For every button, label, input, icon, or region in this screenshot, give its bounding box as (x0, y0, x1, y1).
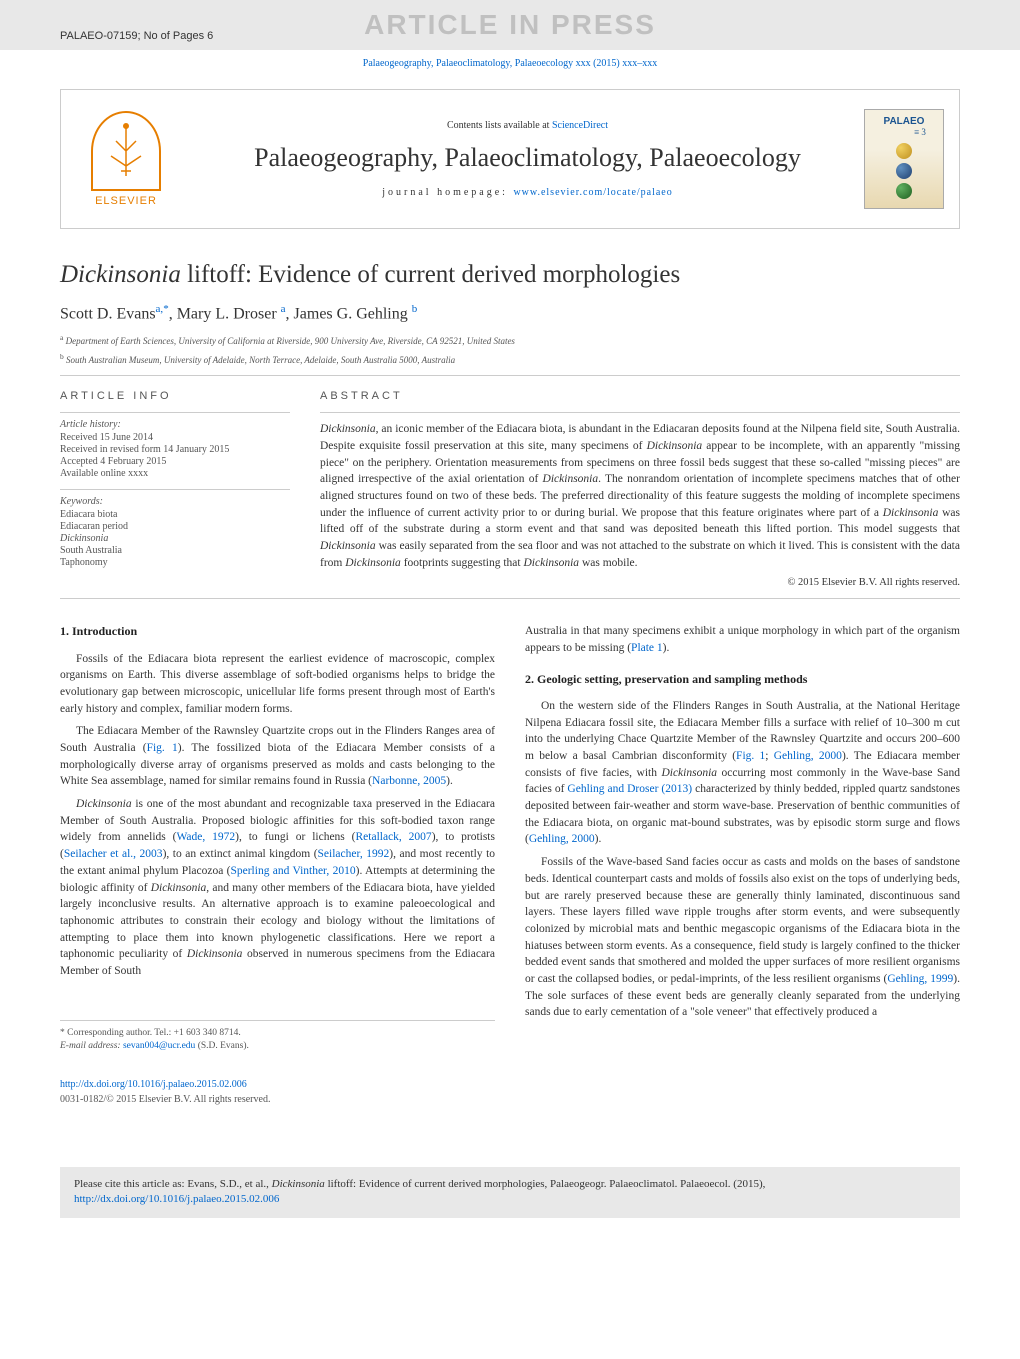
keyword: Dickinsonia (60, 533, 290, 544)
divider (60, 598, 960, 599)
keyword: South Australia (60, 545, 290, 556)
elsevier-tree-icon (91, 111, 161, 191)
abstract-header: abstract (320, 390, 960, 402)
email-link[interactable]: sevan004@ucr.edu (123, 1041, 195, 1051)
ref-link[interactable]: Wade, 1972 (176, 831, 235, 843)
body-two-column: 1. Introduction Fossils of the Ediacara … (60, 623, 960, 1107)
received-date: Received 15 June 2014 (60, 432, 290, 443)
ref-link[interactable]: Sperling and Vinther, 2010 (230, 865, 355, 877)
author-1: Scott D. Evans (60, 305, 156, 322)
left-column: 1. Introduction Fossils of the Ediacara … (60, 623, 495, 1107)
paragraph: On the western side of the Flinders Rang… (525, 698, 960, 848)
info-abstract-row: article info Article history: Received 1… (60, 390, 960, 588)
journal-title: Palaeogeography, Palaeoclimatology, Pala… (191, 143, 864, 173)
contents-prefix: Contents lists available at (447, 120, 552, 131)
fig-link[interactable]: Fig. 1 (736, 750, 765, 762)
doi-link[interactable]: http://dx.doi.org/10.1016/j.palaeo.2015.… (60, 1079, 247, 1090)
abstract-text: Dickinsonia, an iconic member of the Edi… (320, 421, 960, 571)
fig-link[interactable]: Fig. 1 (147, 742, 178, 754)
ref-link[interactable]: Seilacher, 1992 (318, 848, 390, 860)
keywords-label: Keywords: (60, 496, 290, 507)
paragraph: Fossils of the Wave-based Sand facies oc… (525, 854, 960, 1021)
article-info-column: article info Article history: Received 1… (60, 390, 290, 588)
keyword: Taphonomy (60, 557, 290, 568)
affiliation-b: b South Australian Museum, University of… (60, 352, 960, 365)
elsevier-text: ELSEVIER (95, 195, 157, 207)
keyword: Ediacara biota (60, 509, 290, 520)
abstract-column: abstract Dickinsonia, an iconic member o… (320, 390, 960, 588)
journal-reference: Palaeogeography, Palaeoclimatology, Pala… (0, 50, 1020, 77)
section-2-title: 2. Geologic setting, preservation and sa… (525, 671, 960, 688)
in-press-text: ARTICLE IN PRESS (364, 9, 656, 41)
ref-link[interactable]: Gehling, 1999 (887, 973, 953, 985)
cover-three-label: ≡ 3 (914, 127, 926, 137)
globe-icon (896, 143, 912, 159)
corr-author-note: * Corresponding author. Tel.: +1 603 340… (60, 1027, 495, 1041)
globe-icon (896, 163, 912, 179)
main-content: Dickinsonia liftoff: Evidence of current… (0, 241, 1020, 1147)
title-italic: Dickinsonia (60, 261, 181, 288)
homepage-prefix: journal homepage: (382, 187, 513, 198)
authors-mid: , Mary L. Droser (169, 305, 281, 322)
journal-header-box: ELSEVIER Contents lists available at Sci… (60, 89, 960, 229)
authors-mid2: , James G. Gehling (286, 305, 412, 322)
cover-palaeo-label: PALAEO (884, 116, 925, 127)
title-rest: liftoff: Evidence of current derived mor… (181, 261, 680, 288)
footnote-block: * Corresponding author. Tel.: +1 603 340… (60, 1020, 495, 1055)
online-date: Available online xxxx (60, 468, 290, 479)
accepted-date: Accepted 4 February 2015 (60, 456, 290, 467)
ref-link[interactable]: Retallack, 2007 (356, 831, 432, 843)
in-press-banner: ARTICLE IN PRESS PALAEO-07159; No of Pag… (0, 0, 1020, 50)
divider (60, 375, 960, 376)
doi-block: http://dx.doi.org/10.1016/j.palaeo.2015.… (60, 1078, 495, 1107)
author-3-sup: b (412, 303, 418, 315)
paragraph: The Ediacara Member of the Rawnsley Quar… (60, 723, 495, 790)
cover-globes (896, 143, 912, 199)
ref-link[interactable]: Narbonne, 2005 (372, 775, 446, 787)
revised-date: Received in revised form 14 January 2015 (60, 444, 290, 455)
ref-link[interactable]: Gehling, 2000 (529, 833, 595, 845)
doi-copyright: 0031-0182/© 2015 Elsevier B.V. All right… (60, 1093, 495, 1108)
plate-link[interactable]: Plate 1 (631, 642, 663, 654)
paragraph: Fossils of the Ediacara biota represent … (60, 651, 495, 718)
email-note: E-mail address: sevan004@ucr.edu (S.D. E… (60, 1040, 495, 1054)
sciencedirect-link[interactable]: ScienceDirect (552, 120, 608, 131)
article-title: Dickinsonia liftoff: Evidence of current… (60, 261, 960, 289)
keywords-block: Keywords: Ediacara biota Ediacaran perio… (60, 489, 290, 568)
contents-line: Contents lists available at ScienceDirec… (191, 120, 864, 131)
section-1-title: 1. Introduction (60, 623, 495, 640)
authors-line: Scott D. Evansa,*, Mary L. Droser a, Jam… (60, 303, 960, 323)
palaeo-id: PALAEO-07159; No of Pages 6 (60, 30, 213, 42)
history-label: Article history: (60, 419, 290, 430)
ref-link[interactable]: Gehling, 2000 (774, 750, 842, 762)
homepage-line: journal homepage: www.elsevier.com/locat… (191, 187, 864, 198)
ref-link[interactable]: Gehling and Droser (2013) (567, 783, 692, 795)
article-info-header: article info (60, 390, 290, 402)
globe-icon (896, 183, 912, 199)
abstract-copyright: © 2015 Elsevier B.V. All rights reserved… (320, 577, 960, 588)
affiliation-a: a Department of Earth Sciences, Universi… (60, 333, 960, 346)
citation-box: Please cite this article as: Evans, S.D.… (60, 1167, 960, 1218)
citation-doi-link[interactable]: http://dx.doi.org/10.1016/j.palaeo.2015.… (74, 1193, 279, 1205)
header-center: Contents lists available at ScienceDirec… (191, 120, 864, 198)
ref-link[interactable]: Seilacher et al., 2003 (64, 848, 163, 860)
homepage-link[interactable]: www.elsevier.com/locate/palaeo (513, 187, 672, 198)
keyword: Ediacaran period (60, 521, 290, 532)
paragraph: Australia in that many specimens exhibit… (525, 623, 960, 656)
article-history-block: Article history: Received 15 June 2014 R… (60, 412, 290, 479)
right-column: Australia in that many specimens exhibit… (525, 623, 960, 1107)
elsevier-logo: ELSEVIER (76, 99, 176, 219)
journal-cover-thumbnail: PALAEO ≡ 3 (864, 109, 944, 209)
paragraph: Dickinsonia is one of the most abundant … (60, 796, 495, 979)
